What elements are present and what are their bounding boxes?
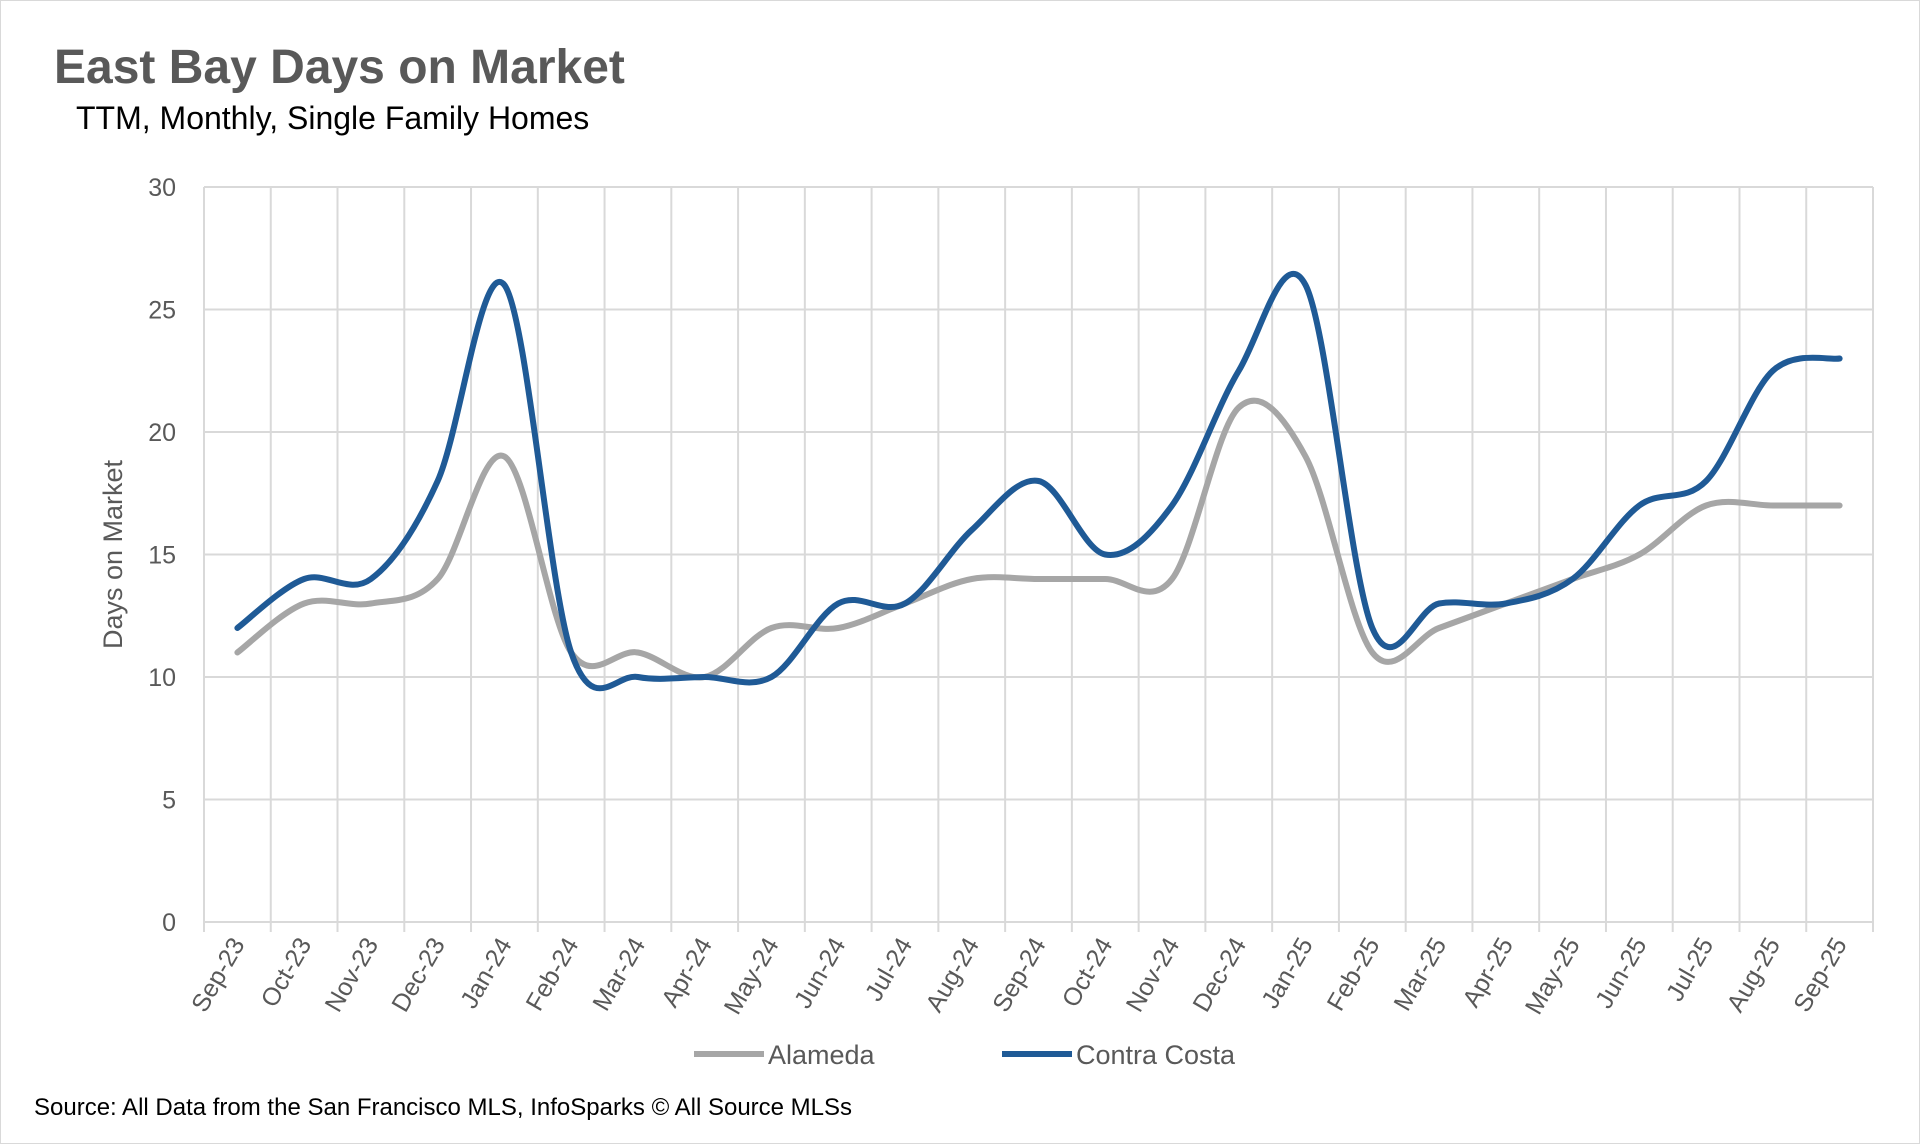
y-tick-label: 30 — [148, 174, 176, 202]
x-tick-label: May-25 — [1520, 933, 1586, 1019]
y-tick-label: 10 — [148, 664, 176, 692]
x-tick-label: Sep-23 — [186, 933, 251, 1017]
y-axis-label: Days on Market — [98, 459, 128, 649]
y-tick-label: 0 — [162, 909, 176, 937]
x-tick-label: Oct-24 — [1057, 933, 1119, 1012]
x-tick-label: Jun-25 — [1590, 933, 1652, 1013]
y-tick-label: 20 — [148, 419, 176, 447]
x-tick-label: May-24 — [719, 933, 785, 1019]
x-tick-label: Jan-25 — [1256, 933, 1318, 1013]
source-note: Source: All Data from the San Francisco … — [34, 1094, 853, 1121]
x-tick-label: Aug-24 — [920, 933, 985, 1017]
x-tick-label: Sep-25 — [1788, 933, 1853, 1017]
x-tick-label: Oct-23 — [256, 933, 318, 1012]
x-tick-label: Jun-24 — [789, 933, 852, 1013]
x-tick-label: Sep-24 — [987, 933, 1052, 1017]
x-tick-label: Aug-25 — [1721, 933, 1786, 1017]
series-line-alameda — [234, 397, 1843, 681]
legend-label: Alameda — [768, 1040, 876, 1070]
x-tick-label: Nov-24 — [1121, 933, 1186, 1017]
x-tick-label: Dec-24 — [1187, 933, 1252, 1017]
x-tick-label: Jul-24 — [860, 933, 918, 1006]
x-tick-label: Mar-25 — [1388, 933, 1452, 1016]
x-tick-label: Apr-25 — [1457, 933, 1519, 1012]
y-tick-label: 5 — [162, 787, 176, 815]
y-tick-label: 15 — [148, 542, 176, 570]
x-tick-label: Feb-25 — [1322, 933, 1386, 1016]
x-tick-label: Feb-24 — [521, 933, 585, 1016]
x-tick-label: Jul-25 — [1661, 933, 1719, 1006]
series-line-contra-costa — [234, 271, 1843, 692]
x-tick-label: Apr-24 — [656, 933, 718, 1012]
x-tick-label: Mar-24 — [587, 933, 651, 1016]
legend-label: Contra Costa — [1076, 1040, 1236, 1070]
chart-title: East Bay Days on Market — [54, 41, 625, 94]
chart-subtitle: TTM, Monthly, Single Family Homes — [76, 100, 590, 136]
y-tick-label: 25 — [148, 297, 176, 325]
x-tick-label: Jan-24 — [455, 933, 518, 1013]
x-tick-label: Nov-23 — [320, 933, 385, 1017]
x-tick-label: Dec-23 — [386, 933, 451, 1017]
